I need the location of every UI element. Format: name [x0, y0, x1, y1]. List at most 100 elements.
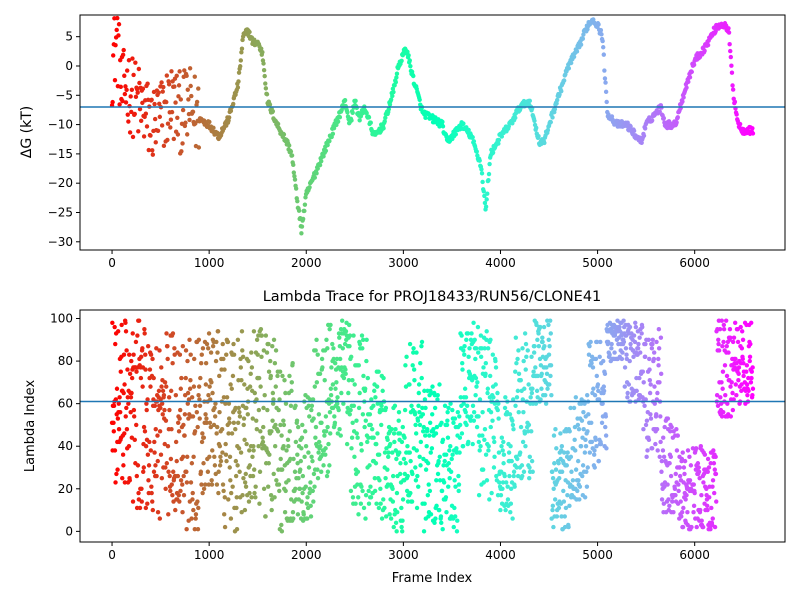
lambda-point [203, 482, 208, 487]
lambda-point [580, 473, 585, 479]
lambda-point [297, 486, 303, 491]
lambda-point [588, 339, 593, 345]
lambda-point [375, 401, 380, 406]
lambda-point [749, 320, 754, 325]
lambda-point [640, 324, 645, 330]
lambda-point [543, 401, 549, 406]
lambda-point [113, 397, 119, 402]
lambda-point [372, 475, 378, 481]
lambda-point [167, 407, 172, 413]
lambda-point [169, 426, 174, 432]
lambda-point [212, 454, 217, 460]
lambda-point [358, 441, 364, 447]
lambda-point [591, 386, 596, 391]
lambda-point [702, 452, 708, 457]
lambda-point [598, 339, 603, 345]
lambda-point [221, 395, 227, 400]
delta-g-point [238, 58, 244, 63]
lambda-point [721, 322, 727, 328]
lambda-point [250, 416, 255, 421]
lambda-point [607, 352, 612, 357]
lambda-point [741, 361, 746, 366]
lambda-point [514, 395, 520, 400]
lambda-point [581, 409, 586, 415]
lambda-point [550, 507, 555, 513]
lambda-point [209, 482, 215, 487]
lambda-point [226, 497, 231, 502]
lambda-point [135, 463, 141, 468]
lambda-point [563, 505, 569, 511]
y-tick-label: 100 [50, 312, 73, 326]
delta-g-point [240, 37, 245, 43]
lambda-point [266, 341, 271, 347]
lambda-point [373, 395, 378, 400]
lambda-point [447, 475, 452, 481]
lambda-point [140, 384, 145, 389]
lambda-point [275, 429, 281, 434]
lambda-point [364, 358, 369, 364]
lambda-point [435, 471, 441, 477]
lambda-point [625, 390, 630, 396]
lambda-point [450, 452, 455, 457]
delta-g-point [275, 121, 281, 127]
lambda-point [223, 452, 229, 457]
lambda-point [324, 473, 330, 479]
lambda-point [138, 375, 144, 381]
lambda-point [392, 403, 398, 408]
lambda-point [642, 403, 647, 408]
lambda-point [136, 318, 142, 323]
lambda-point [706, 465, 712, 470]
lambda-point [251, 329, 257, 334]
delta-g-point [168, 117, 174, 122]
lambda-point [360, 412, 366, 417]
delta-g-point [423, 115, 428, 121]
lambda-point [189, 516, 194, 521]
lambda-point [411, 346, 416, 351]
lambda-point [170, 492, 175, 498]
lambda-point [423, 467, 429, 472]
lambda-point [739, 346, 745, 351]
delta-g-point [485, 191, 490, 196]
lambda-point [466, 354, 471, 360]
delta-g-point [383, 115, 388, 121]
lambda-point [356, 405, 362, 411]
delta-g-point [601, 45, 606, 50]
lambda-point [699, 518, 704, 523]
lambda-point [217, 463, 223, 468]
lambda-point [369, 426, 375, 432]
lambda-point [716, 348, 722, 353]
lambda-point [747, 354, 753, 360]
lambda-point [279, 433, 284, 438]
lambda-point [631, 354, 636, 360]
lambda-point [674, 448, 680, 453]
lambda-point [291, 456, 296, 462]
lambda-point [589, 420, 594, 426]
lambda-point [400, 518, 405, 523]
lambda-point [359, 333, 365, 338]
lambda-point [420, 405, 425, 411]
lambda-point [497, 480, 502, 485]
lambda-point [209, 380, 214, 385]
lambda-point [277, 369, 283, 374]
lambda-point [159, 365, 164, 370]
lambda-point [313, 435, 318, 440]
lambda-point [446, 484, 451, 489]
lambda-point [696, 465, 701, 470]
lambda-point [530, 469, 535, 474]
lambda-point [435, 392, 440, 398]
delta-g-point [157, 101, 162, 106]
lambda-point [538, 324, 543, 330]
lambda-point [426, 482, 431, 487]
lambda-point [750, 365, 755, 370]
lambda-point [480, 467, 486, 472]
lambda-point [145, 343, 151, 349]
lambda-point [510, 397, 516, 402]
delta-g-point [122, 91, 128, 97]
delta-g-point [196, 145, 202, 150]
delta-g-point [574, 49, 580, 54]
lambda-point [207, 384, 212, 389]
delta-g-point [231, 101, 236, 107]
lambda-point [191, 384, 197, 389]
delta-g-point [152, 116, 158, 122]
lambda-point [736, 371, 741, 377]
